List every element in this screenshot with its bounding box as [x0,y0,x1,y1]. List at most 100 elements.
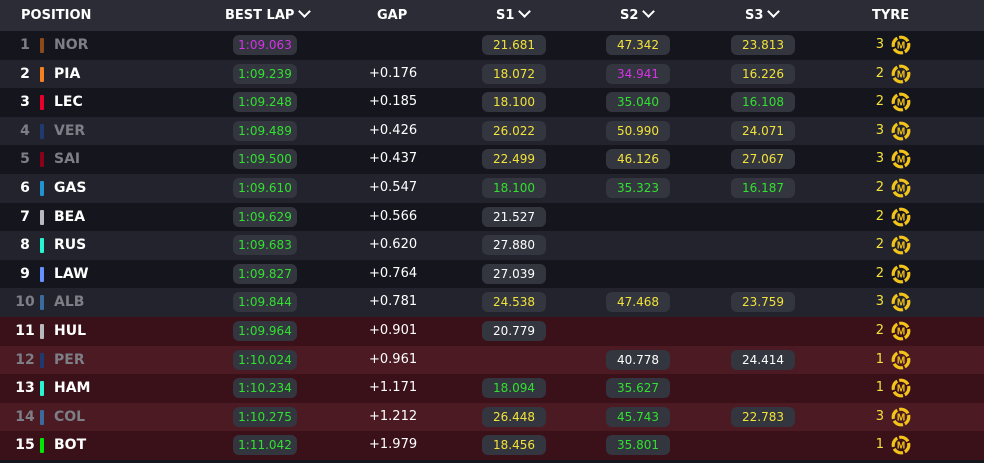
medium-tyre-icon: M [891,321,911,341]
medium-tyre-icon: M [891,264,911,284]
chevron-down-icon [298,5,312,18]
medium-tyre-icon: M [891,435,911,455]
best-lap-time: 1:09.610 [233,177,297,198]
tyre-laps: 2 [875,65,884,81]
sector-1-time: 27.880 [482,235,546,256]
sector-2-time: 34.941 [606,63,670,84]
driver-code: LAW [54,265,89,282]
team-color-bar [40,123,44,139]
table-row[interactable]: 13 HAM 1:10.234 +1.171 18.094 35.627 1 M [0,374,984,403]
position-number: 15 [15,437,35,454]
sector-3-time: 23.759 [731,292,795,313]
sector-3-time: 22.783 [731,406,795,427]
table-row[interactable]: 14 COL 1:10.275 +1.212 26.448 45.743 22.783 3 M [0,402,984,432]
header-tyre[interactable]: TYRE [872,8,910,23]
tyre-laps: 2 [875,208,884,224]
team-color-bar [40,209,44,225]
best-lap-time: 1:09.500 [233,149,297,170]
table-row[interactable]: 4 VER 1:09.489 +0.426 26.022 50.990 24.071 3 M [0,116,984,146]
tyre-laps: 3 [875,151,884,167]
medium-tyre-icon: M [891,92,911,112]
gap-value: +0.547 [369,179,418,195]
table-row[interactable]: 9 LAW 1:09.827 +0.764 27.039 2 M [0,259,984,289]
best-lap-time: 1:09.248 [233,92,297,113]
medium-tyre-icon: M [891,178,911,198]
svg-text:M: M [897,126,905,137]
sector-3-time: 16.226 [731,63,795,84]
gap-value: +0.566 [369,208,418,224]
best-lap-time: 1:09.239 [233,63,297,84]
gap-value: +0.961 [369,351,418,367]
medium-tyre-icon: M [891,378,911,398]
position-number: 8 [20,237,30,254]
best-lap-time: 1:09.683 [233,235,297,256]
team-color-bar [40,266,44,282]
medium-tyre-icon: M [891,64,911,84]
driver-code: BOT [54,437,87,454]
driver-code: NOR [54,37,89,53]
team-color-bar [40,238,44,254]
sector-3-time: 16.108 [731,92,795,113]
svg-text:M: M [897,384,905,395]
team-color-bar [40,38,44,53]
table-row[interactable]: 6 GAS 1:09.610 +0.547 18.100 35.323 16.187 2 M [0,173,984,203]
table-row[interactable]: 2 PIA 1:09.239 +0.176 18.072 34.941 16.226 2 M [0,59,984,89]
sector-1-time: 18.100 [482,92,546,113]
team-color-bar [40,95,44,111]
table-row[interactable]: 10 ALB 1:09.844 +0.781 24.538 47.468 23.759 3 M [0,288,984,317]
best-lap-time: 1:09.489 [233,120,297,141]
driver-code: BEA [54,208,86,225]
sector-1-time: 26.022 [482,120,546,141]
medium-tyre-icon: M [891,407,911,427]
tyre-laps: 2 [875,94,884,110]
chevron-down-icon [767,5,781,18]
tyre-laps: 2 [875,322,884,338]
table-row[interactable]: 5 SAI 1:09.500 +0.437 22.499 46.126 27.067 3 M [0,145,984,174]
medium-tyre-icon: M [891,292,911,312]
table-row[interactable]: 3 LEC 1:09.248 +0.185 18.100 35.040 16.108 2 M [0,88,984,117]
chevron-down-icon [518,5,532,18]
position-number: 1 [20,37,30,53]
sector-1-time: 18.456 [482,435,546,456]
table-row[interactable]: 11 HUL 1:09.964 +0.901 20.779 2 M [0,316,984,346]
header-s1[interactable]: S1 [496,0,532,31]
gap-value: +0.437 [369,151,418,167]
svg-text:M: M [897,412,905,423]
team-color-bar [40,381,44,397]
gap-value: +0.781 [369,294,418,310]
sector-1-time: 18.100 [482,177,546,198]
team-color-bar [40,352,44,368]
header-best-lap[interactable]: BEST LAP [225,0,312,31]
medium-tyre-icon: M [891,350,911,370]
driver-code: COL [54,408,86,425]
header-position[interactable]: POSITION [21,8,92,23]
svg-text:M: M [897,269,905,280]
table-row[interactable]: 15 BOT 1:11.042 +1.979 18.456 35.801 1 M [0,431,984,460]
table-row[interactable]: 1 NOR 1:09.063 21.681 47.342 23.813 3 M [0,31,984,60]
header-s1-label: S1 [496,8,515,23]
position-number: 6 [20,179,30,196]
header-s2[interactable]: S2 [620,0,656,31]
svg-text:M: M [897,355,905,366]
sector-1-time: 22.499 [482,149,546,170]
table-row[interactable]: 12 PER 1:10.024 +0.961 40.778 24.414 1 M [0,345,984,375]
best-lap-time: 1:11.042 [233,435,297,456]
position-number: 13 [15,380,35,397]
best-lap-time: 1:09.827 [233,263,297,284]
sector-2-time: 50.990 [606,120,670,141]
header-gap[interactable]: GAP [377,8,408,23]
gap-value: +0.185 [369,94,418,110]
best-lap-time: 1:09.964 [233,320,297,341]
position-number: 4 [20,122,30,139]
table-row[interactable]: 7 BEA 1:09.629 +0.566 21.527 2 M [0,202,984,232]
medium-tyre-icon: M [891,235,911,255]
table-row[interactable]: 8 RUS 1:09.683 +0.620 27.880 2 M [0,231,984,260]
timing-rows: 1 NOR 1:09.063 21.681 47.342 23.813 3 M 2 PIA 1:09… [0,31,984,460]
driver-code: LEC [54,94,83,111]
team-color-bar [40,66,44,82]
header-s3[interactable]: S3 [745,0,781,31]
sector-2-time: 47.468 [606,292,670,313]
medium-tyre-icon: M [891,207,911,227]
svg-text:M: M [897,327,905,338]
timing-header: POSITION BEST LAP GAP S1 S2 S3 TYRE [0,0,984,31]
